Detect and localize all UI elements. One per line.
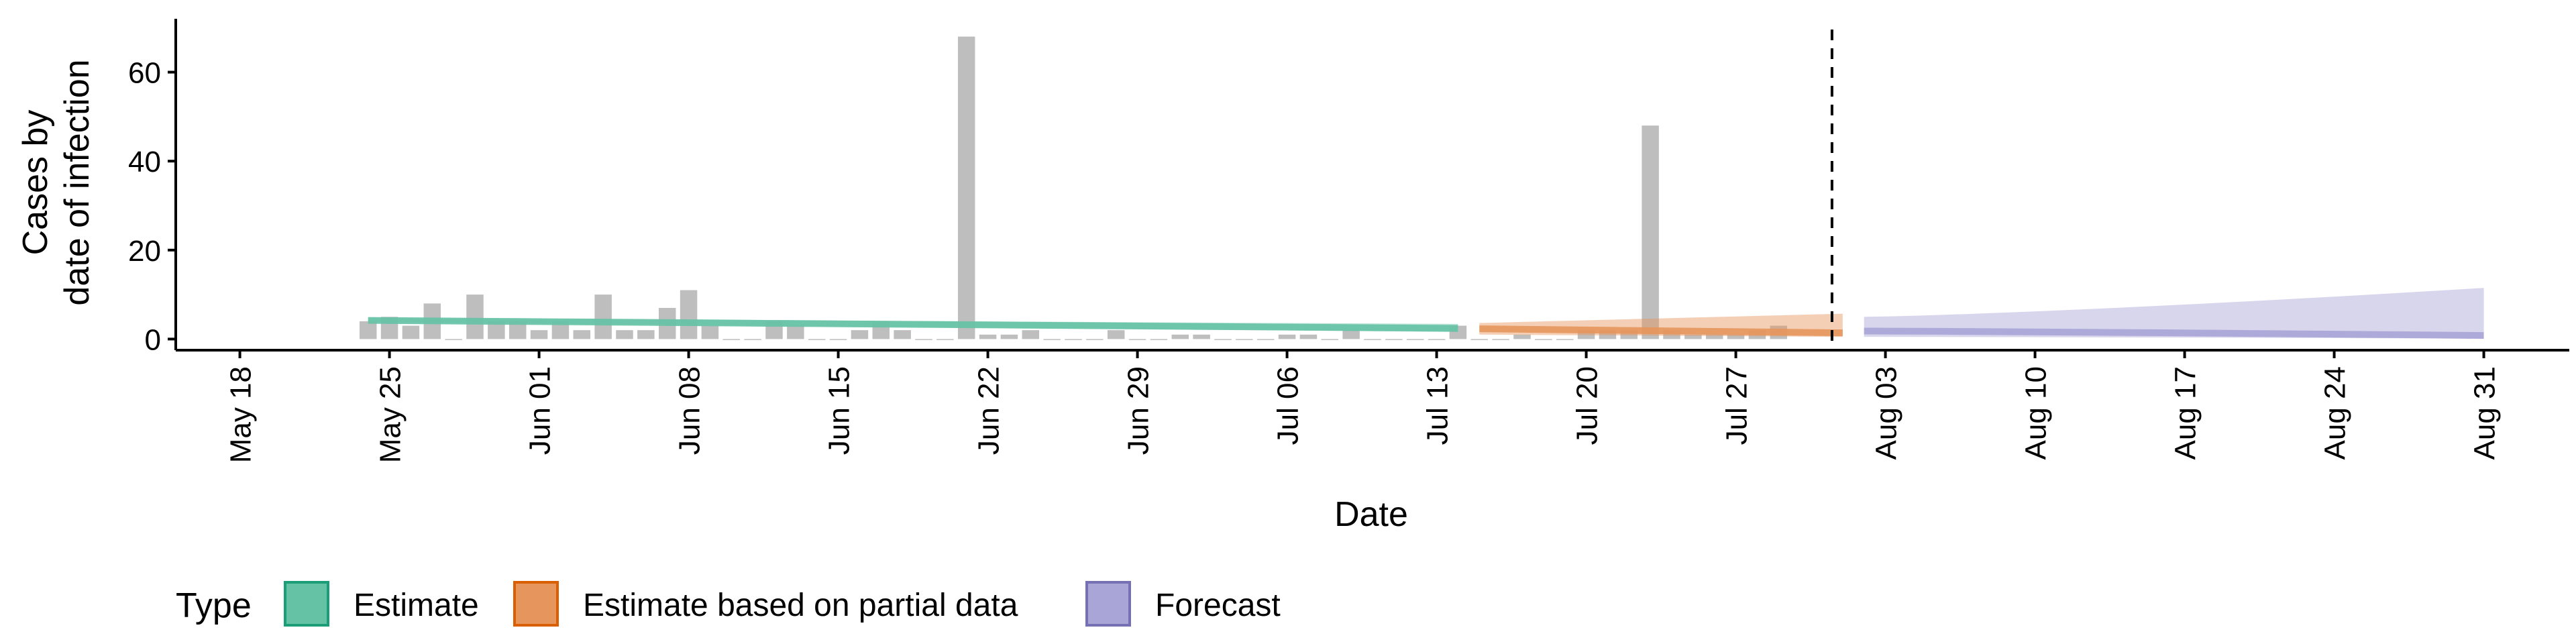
- x-tick-label: Aug 03: [1870, 366, 1903, 460]
- observed-case-bar: [1236, 339, 1253, 340]
- observed-case-bar: [1428, 339, 1446, 340]
- observed-case-bar: [1556, 339, 1574, 340]
- observed-case-bar: [808, 339, 826, 340]
- median-line-estimate: [368, 317, 1458, 332]
- observed-case-bar: [1684, 334, 1702, 339]
- observed-case-bar: [1364, 339, 1381, 340]
- observed-case-bar: [1000, 334, 1018, 339]
- y-tick-label: 0: [145, 323, 161, 356]
- observed-case-bar: [957, 36, 975, 339]
- observed-case-bar: [1256, 339, 1275, 340]
- legend: Type Estimate Estimate based on partial d…: [176, 581, 1281, 627]
- observed-case-bar: [1299, 334, 1318, 339]
- observed-case-bar: [680, 290, 698, 339]
- observed-case-bar: [1022, 330, 1040, 339]
- x-tick-label: May 18: [225, 366, 258, 463]
- observed-case-bar: [701, 325, 719, 339]
- observed-case-bar: [915, 339, 932, 340]
- observed-case-bar: [1727, 334, 1745, 339]
- observed-case-bar: [594, 294, 612, 339]
- observed-case-bar: [1642, 125, 1659, 339]
- x-tick-label: Jun 01: [524, 366, 557, 455]
- observed-case-bar: [1492, 339, 1509, 340]
- x-axis-title: Date: [1334, 495, 1408, 534]
- legend-title: Type: [176, 586, 252, 625]
- x-tick-label: Jul 06: [1272, 366, 1305, 445]
- observed-case-bar: [979, 334, 997, 339]
- y-axis-title-line-2: date of infection: [58, 59, 97, 305]
- x-tick-label: Jun 15: [823, 366, 856, 455]
- x-tick-label: Aug 31: [2469, 366, 2502, 460]
- observed-case-bar: [616, 330, 633, 339]
- ribbon-forecast: [1864, 288, 2484, 339]
- x-tick-label: Jun 22: [973, 366, 1006, 455]
- observed-case-bar: [1065, 339, 1082, 340]
- observed-case-bar: [1705, 334, 1723, 339]
- x-tick-label: Jun 29: [1122, 366, 1155, 455]
- legend-swatch: [1085, 581, 1131, 627]
- legend-label: Estimate based on partial data: [583, 588, 1018, 623]
- observed-case-bar: [1535, 339, 1552, 340]
- observed-case-bar: [851, 330, 869, 339]
- observed-case-bar: [573, 330, 591, 339]
- y-axis-title: Cases by date of infection: [16, 59, 97, 305]
- x-tick-label: Jul 20: [1571, 366, 1604, 445]
- observed-case-bar: [1342, 330, 1360, 339]
- observed-case-bar: [359, 321, 377, 339]
- legend-items: Estimate Estimate based on partial data Fo…: [284, 581, 1281, 627]
- x-tick-label: Jul 27: [1721, 366, 1754, 445]
- observed-case-bar: [936, 339, 954, 340]
- median-line-estimate-based-on-partial-data: [1479, 325, 1843, 337]
- observed-case-bar: [1385, 339, 1403, 340]
- y-axis-title-line-1: Cases by: [16, 110, 55, 256]
- median-line-forecast: [1864, 327, 2484, 339]
- observed-case-bar: [1278, 334, 1296, 339]
- legend-swatch: [513, 581, 559, 627]
- y-tick-label: 40: [128, 146, 161, 178]
- observed-case-bar: [1128, 339, 1146, 340]
- observed-case-bar: [530, 330, 548, 339]
- observed-case-bar: [1513, 334, 1531, 339]
- observed-case-bar: [894, 330, 911, 339]
- legend-swatch: [284, 581, 329, 627]
- observed-case-bar: [1043, 339, 1061, 340]
- observed-case-bar: [744, 339, 761, 340]
- observed-case-bar: [402, 325, 420, 339]
- x-tick-label: Jun 08: [674, 366, 706, 455]
- y-tick-label: 20: [128, 235, 161, 268]
- observed-case-bar: [1107, 330, 1125, 339]
- observed-case-bar: [445, 339, 462, 340]
- observed-case-bar: [1150, 339, 1168, 340]
- observed-case-bar: [637, 330, 655, 339]
- legend-label: Forecast: [1155, 588, 1281, 623]
- x-tick-label: Jul 13: [1421, 366, 1454, 445]
- observed-case-bar: [1086, 339, 1104, 340]
- observed-case-bar: [1321, 339, 1339, 340]
- axes: 0 20 40 60 May 18 May 25 Jun 01 Jun 08 Jun 15 Jun…: [128, 19, 2569, 463]
- observed-case-bar: [722, 339, 741, 340]
- observed-case-bar: [1470, 339, 1489, 340]
- observed-case-bar: [1193, 334, 1210, 339]
- observed-case-bar: [466, 294, 484, 339]
- legend-label: Estimate: [354, 588, 479, 623]
- observed-case-bar: [829, 339, 847, 340]
- y-tick-label: 60: [128, 57, 161, 90]
- x-tick-label: Aug 10: [2020, 366, 2053, 460]
- observed-case-bar: [1406, 339, 1424, 340]
- observed-case-bar: [787, 325, 804, 339]
- x-tick-label: Aug 24: [2319, 366, 2352, 460]
- observed-case-bar: [1214, 339, 1232, 340]
- x-tick-label: Aug 17: [2169, 366, 2202, 460]
- x-tick-label: May 25: [374, 366, 407, 463]
- observed-case-bar: [1171, 334, 1189, 339]
- plot-area: [359, 30, 2484, 350]
